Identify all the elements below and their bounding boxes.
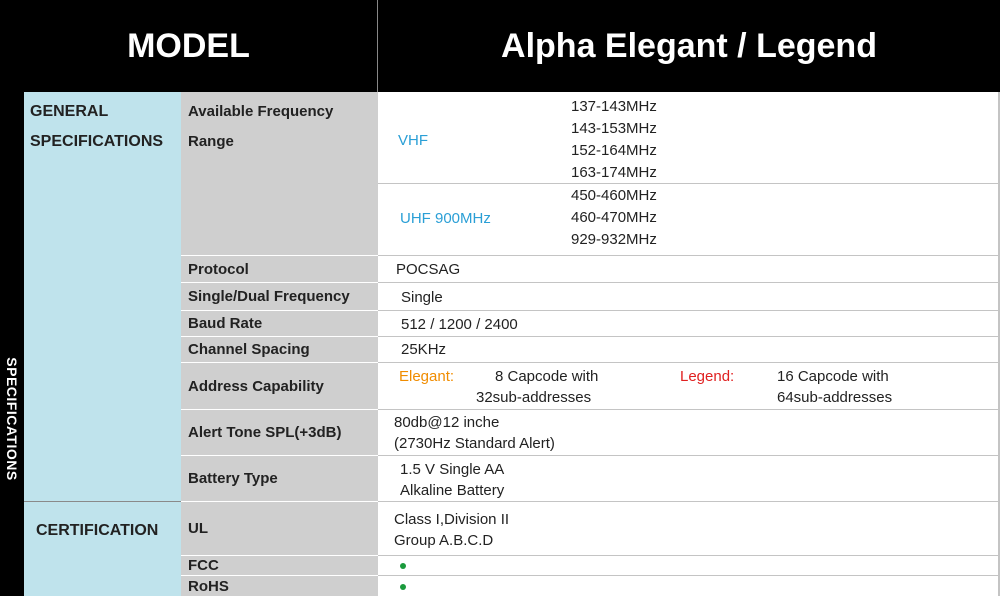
uhf-band-label: UHF 900MHz [400, 210, 491, 227]
elegant-label: Elegant: [399, 368, 455, 385]
specifications-sidebar: SPECIFICATIONS [0, 92, 24, 596]
elegant-value-line1: 8 Capcode with [495, 368, 599, 385]
legend-value-line2: 64sub-addresses [777, 389, 893, 406]
value-row-battery: 1.5 V Single AA Alkaline Battery [378, 456, 1000, 502]
value-row-address: Elegant: 8 Capcode with 32sub-addresses … [378, 363, 1000, 410]
baud-rate-value: 512 / 1200 / 2400 [401, 316, 518, 333]
vhf-band-label: VHF [398, 132, 428, 149]
product-header: Alpha Elegant / Legend [378, 0, 1000, 92]
alert-tone-value-line1: 80db@12 inche [394, 414, 500, 431]
value-row-single-dual: Single [378, 283, 1000, 311]
legend-label: Legend: [680, 368, 735, 385]
spec-label-channel-spacing: Channel Spacing [181, 337, 378, 362]
sidebar-label: SPECIFICATIONS [4, 357, 20, 481]
value-row-rohs [378, 576, 1000, 596]
legend-value-line1: 16 Capcode with [777, 368, 889, 385]
vhf-frequency: 137-143MHz [571, 98, 657, 115]
model-header: MODEL [0, 0, 377, 92]
uhf-frequency: 460-470MHz [571, 209, 657, 226]
value-row-ul: Class I,Division II Group A.B.C.D [378, 502, 1000, 556]
vhf-frequency: 163-174MHz [571, 164, 657, 181]
elegant-value-line2: 32sub-addresses [476, 389, 592, 406]
category-certification: CERTIFICATION [24, 502, 181, 596]
fcc-check-dot-icon [400, 563, 406, 569]
value-row-alert-tone: 80db@12 inche (2730Hz Standard Alert) [378, 410, 1000, 456]
value-row-fcc [378, 556, 1000, 576]
ul-value-line1: Class I,Division II [394, 511, 510, 528]
category-certification-label: CERTIFICATION [36, 522, 159, 539]
uhf-frequency: 929-932MHz [571, 231, 657, 248]
protocol-value: POCSAG [396, 261, 461, 278]
vhf-frequency-list: 137-143MHz 143-153MHz 152-164MHz 163-174… [571, 96, 657, 184]
uhf-frequency-list: 450-460MHz 460-470MHz 929-932MHz [571, 185, 657, 251]
spec-label-ul: UL [181, 502, 378, 555]
spec-label-rohs: RoHS [181, 576, 378, 596]
right-border [998, 92, 1000, 596]
spec-label-single-dual: Single/Dual Frequency [181, 283, 378, 310]
battery-value-line2: Alkaline Battery [400, 482, 505, 499]
value-row-baud-rate: 512 / 1200 / 2400 [378, 311, 1000, 337]
category-general-line1: GENERAL [30, 103, 109, 120]
category-general-specifications: GENERAL SPECIFICATIONS [24, 92, 181, 501]
alert-tone-value-line2: (2730Hz Standard Alert) [394, 435, 555, 452]
spec-label-fcc: FCC [181, 556, 378, 575]
spec-label-frequency-line2: Range [188, 133, 234, 150]
spec-label-address: Address Capability [181, 363, 378, 409]
vhf-frequency: 152-164MHz [571, 142, 657, 159]
rohs-check-dot-icon [400, 584, 406, 590]
spec-label-alert-tone: Alert Tone SPL(+3dB) [181, 410, 378, 455]
spec-label-frequency: Available Frequency Range [181, 92, 378, 255]
spec-label-frequency-line1: Available Frequency [188, 103, 334, 120]
single-dual-value: Single [401, 289, 443, 306]
value-row-vhf: VHF 137-143MHz 143-153MHz 152-164MHz 163… [378, 92, 1000, 184]
spec-label-battery: Battery Type [181, 456, 378, 501]
uhf-frequency: 450-460MHz [571, 187, 657, 204]
spec-label-protocol: Protocol [181, 256, 378, 282]
vhf-frequency: 143-153MHz [571, 120, 657, 137]
value-row-channel-spacing: 25KHz [378, 337, 1000, 363]
ul-value-line2: Group A.B.C.D [394, 532, 494, 549]
channel-spacing-value: 25KHz [401, 341, 447, 358]
header-divider [377, 0, 378, 92]
category-divider [24, 501, 181, 502]
value-row-uhf: UHF 900MHz 450-460MHz 460-470MHz 929-932… [378, 185, 1000, 256]
value-row-protocol: POCSAG [378, 256, 1000, 283]
battery-value-line1: 1.5 V Single AA [400, 461, 505, 478]
category-general-line2: SPECIFICATIONS [30, 133, 164, 150]
spec-label-baud-rate: Baud Rate [181, 311, 378, 336]
